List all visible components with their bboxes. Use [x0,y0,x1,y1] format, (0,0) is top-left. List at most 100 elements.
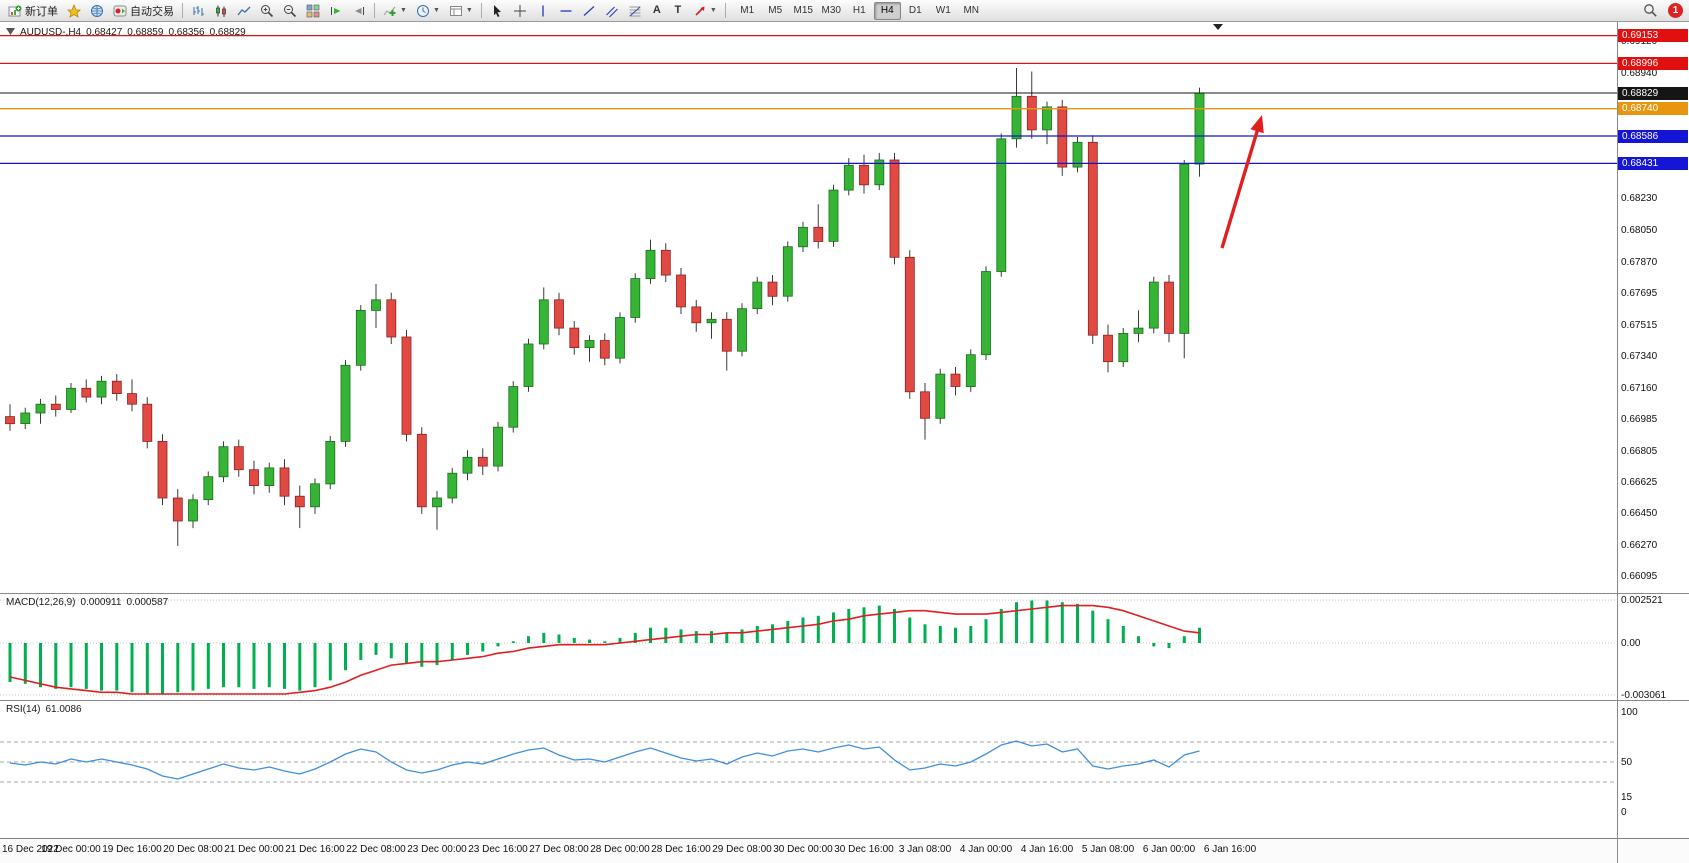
chart-shift-button[interactable] [348,1,370,21]
macd-histogram-bar [1030,600,1034,643]
macd-histogram-bar [100,643,103,691]
candle-body [1026,95,1037,131]
vertical-line-button[interactable] [532,1,554,21]
timeframe-button-d1[interactable]: D1 [902,2,929,20]
chevron-down-icon: ▼ [465,7,473,14]
bar-chart-button[interactable] [187,1,209,21]
line-chart-button[interactable] [233,1,255,21]
candle-body [249,469,259,487]
candle-body [66,387,76,410]
candle-body [142,403,153,442]
tile-windows-button[interactable] [302,1,324,21]
macd-histogram-bar [603,641,607,643]
periods-button[interactable]: ▼ [412,1,444,21]
templates-button[interactable]: ▼ [445,1,477,21]
macd-histogram-bar [435,643,439,666]
macd-histogram-bar [984,619,988,643]
timeframe-button-m1[interactable]: M1 [734,2,761,20]
time-label: 4 Jan 00:00 [959,844,1013,855]
macd-histogram-bar [755,626,759,643]
price-axis-label: 0.67340 [1621,350,1658,362]
macd-value-signal: 0.000587 [126,597,169,608]
candle-body [233,446,244,471]
candle-body [432,497,442,508]
auto-trading-button[interactable]: 自动交易 [109,1,178,21]
macd-canvas[interactable] [0,593,1689,700]
macd-histogram-bar [1091,610,1095,643]
candle-body [615,317,625,359]
zoom-in-icon [260,4,274,18]
zoom-out-button[interactable] [279,1,301,21]
macd-histogram-bar [405,643,408,664]
candlestick-chart-button[interactable] [210,1,232,21]
text-button[interactable]: A [647,1,667,21]
auto-scroll-icon [329,4,343,18]
ohlc-open: 0.68427 [86,27,123,38]
candle-body [50,403,61,410]
candle-body [462,456,473,474]
cursor-button[interactable] [486,1,508,21]
horizontal-line-icon [559,4,573,18]
macd-histogram-bar [877,605,881,643]
crosshair-button[interactable] [509,1,531,21]
bar-chart-icon [191,4,205,18]
candle-body [20,412,31,425]
macd-histogram-bar [115,643,119,691]
timeframe-button-h1[interactable]: H1 [846,2,873,20]
fibonacci-button[interactable] [624,1,646,21]
candle-body [35,403,46,414]
text-label-icon: T [674,4,682,16]
channel-button[interactable] [601,1,623,21]
indicators-button[interactable]: ▼ [379,1,411,21]
text-label-button[interactable]: T [668,1,688,21]
timeframe-button-m30[interactable]: M30 [818,2,845,20]
toolbar-right: 1 [1639,1,1685,21]
macd-histogram-bar [954,627,957,643]
main-chart-canvas[interactable] [0,22,1689,593]
macd-axis-label: -0.003061 [1621,689,1667,701]
macd-histogram-bar [161,643,164,694]
timeframe-button-mn[interactable]: MN [958,2,985,20]
macd-histogram-bar [740,629,744,643]
panel-divider[interactable] [0,700,1689,701]
price-axis-label: 0.66805 [1621,445,1658,457]
timeframe-button-w1[interactable]: W1 [930,2,957,20]
price-axis-label: 0.66450 [1621,508,1658,520]
macd-histogram-bar [1182,636,1186,643]
toolbar: 新订单 自动交易 [0,0,1689,22]
channel-icon [605,4,619,18]
community-button[interactable] [86,1,108,21]
trendline-button[interactable] [578,1,600,21]
ohlc-close: 0.68829 [209,27,246,38]
price-badge-current-price: 0.68829 [1618,86,1688,100]
arrows-button[interactable]: ▼ [689,1,721,21]
chart-shift-marker[interactable] [1213,24,1223,30]
candle-body [798,226,808,248]
price-axis-label: 0.66095 [1621,571,1658,583]
templates-icon [449,4,463,18]
horizontal-line-button[interactable] [555,1,577,21]
time-axis [0,838,1689,863]
search-button[interactable] [1639,1,1662,21]
chart-wizard-button[interactable] [63,1,85,21]
rsi-canvas[interactable] [0,700,1689,838]
time-label: 21 Dec 00:00 [224,844,284,855]
new-order-button[interactable]: 新订单 [4,1,62,21]
trend-arrow-shaft[interactable] [1220,127,1260,249]
timeframe-button-m5[interactable]: M5 [762,2,789,20]
notification-badge[interactable]: 1 [1668,3,1683,18]
timeframe-button-m15[interactable]: M15 [790,2,817,20]
macd-histogram-bar [1121,626,1125,643]
trend-arrow-head[interactable] [1250,115,1264,134]
timeframe-button-h4[interactable]: H4 [873,1,901,20]
price-axis-label: 0.66270 [1621,540,1658,552]
macd-histogram-bar [527,636,530,643]
zoom-in-button[interactable] [256,1,278,21]
auto-scroll-button[interactable] [325,1,347,21]
rsi-axis-label: 100 [1621,706,1638,718]
toolbar-separator [182,3,183,18]
panel-divider[interactable] [0,593,1689,594]
macd-histogram-bar [1198,627,1201,643]
candle-body [81,387,92,398]
macd-histogram-bar [999,609,1003,643]
